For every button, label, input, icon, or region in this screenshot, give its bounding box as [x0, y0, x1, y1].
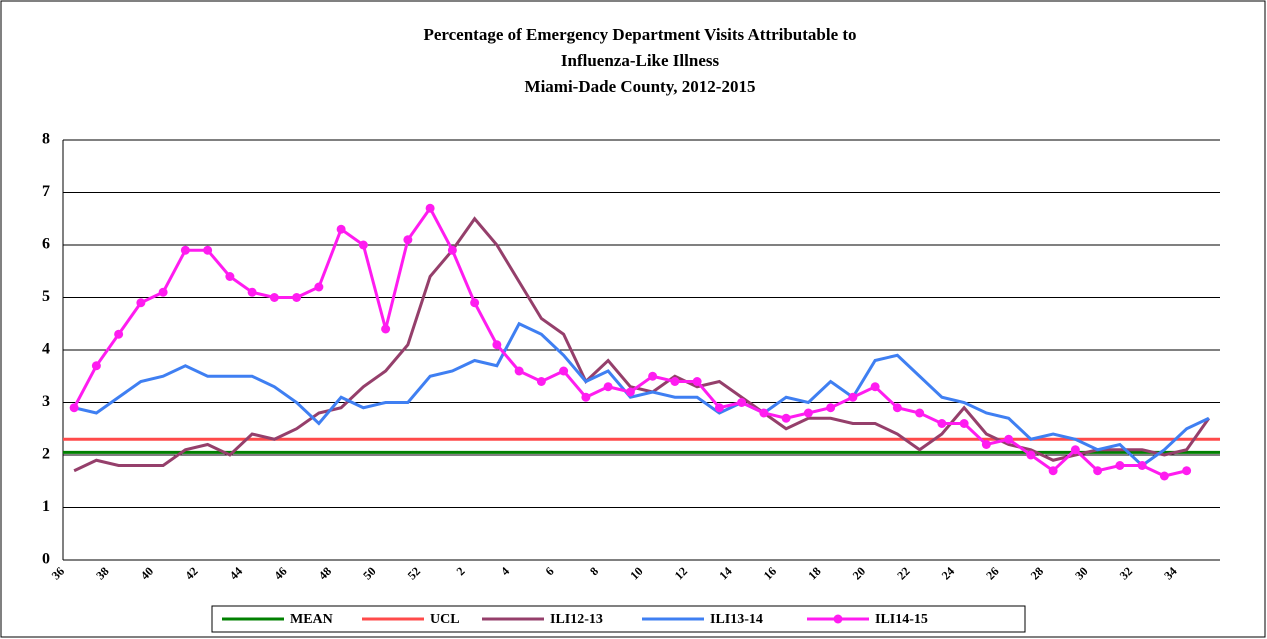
- point: [1137, 461, 1147, 470]
- point: [114, 329, 124, 339]
- point: [158, 287, 168, 297]
- point: [870, 382, 880, 392]
- point: [737, 398, 747, 407]
- point: [492, 340, 502, 350]
- point: [826, 403, 836, 413]
- point: [470, 298, 480, 308]
- point: [536, 377, 546, 386]
- point: [1070, 445, 1080, 455]
- point: [69, 403, 79, 413]
- y-tick-label: 2: [42, 446, 50, 463]
- y-tick-label: 6: [42, 236, 50, 253]
- point: [1182, 466, 1192, 476]
- point: [203, 245, 213, 255]
- y-tick-label: 1: [42, 498, 50, 515]
- point: [892, 403, 902, 413]
- legend-marker: [833, 614, 843, 624]
- point: [425, 203, 435, 213]
- chart-title: Miami-Dade County, 2012-2015: [525, 77, 756, 96]
- point: [403, 235, 413, 245]
- point: [447, 245, 457, 255]
- legend-label: UCL: [430, 612, 460, 627]
- legend-label: ILI14-15: [875, 612, 928, 627]
- point: [981, 440, 991, 449]
- point: [225, 272, 235, 281]
- y-tick-label: 4: [42, 341, 50, 358]
- point: [603, 382, 613, 392]
- chart-title: Percentage of Emergency Department Visit…: [423, 25, 856, 44]
- point: [1004, 434, 1014, 444]
- legend: [211, 605, 1026, 633]
- point: [959, 419, 969, 428]
- point: [247, 287, 257, 297]
- y-tick-label: 3: [42, 393, 50, 410]
- point: [848, 392, 858, 402]
- point: [381, 324, 391, 334]
- point: [336, 224, 346, 234]
- point: [1093, 466, 1103, 476]
- point: [514, 366, 524, 376]
- point: [581, 392, 591, 402]
- point: [625, 387, 635, 397]
- point: [91, 361, 101, 371]
- legend-label: ILI12-13: [550, 612, 603, 627]
- y-tick-label: 8: [42, 131, 50, 148]
- series-line: [73, 321, 1210, 468]
- point: [915, 408, 925, 418]
- y-tick-label: 0: [42, 551, 50, 568]
- legend-label: MEAN: [290, 612, 333, 627]
- point: [759, 408, 769, 418]
- point: [714, 403, 724, 413]
- legend-label: ILI13-14: [710, 612, 763, 627]
- chart-title: Influenza-Like Illness: [561, 51, 720, 70]
- point: [1026, 450, 1036, 460]
- point: [559, 366, 569, 376]
- point: [1115, 461, 1125, 470]
- point: [1048, 466, 1058, 476]
- point: [670, 377, 680, 386]
- point: [180, 245, 190, 255]
- point: [692, 377, 702, 386]
- point: [648, 371, 658, 381]
- point: [358, 240, 368, 250]
- point: [136, 298, 146, 308]
- point: [803, 408, 813, 418]
- point: [1159, 471, 1169, 481]
- point: [781, 413, 791, 423]
- y-tick-label: 7: [42, 183, 50, 200]
- point: [314, 282, 324, 292]
- point: [292, 293, 302, 302]
- point: [937, 419, 947, 428]
- point: [269, 293, 279, 302]
- y-tick-label: 5: [42, 288, 50, 305]
